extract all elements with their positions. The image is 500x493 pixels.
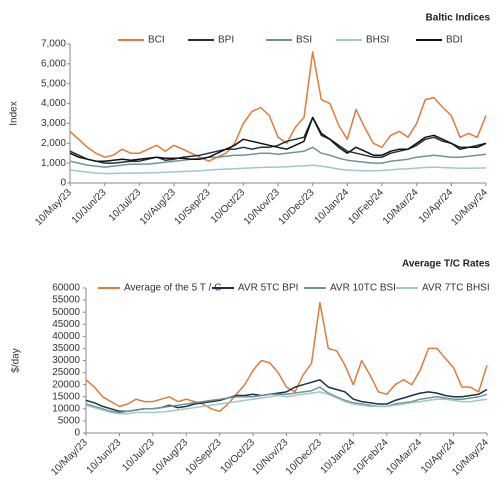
y-tick-label: 40000 bbox=[52, 331, 80, 342]
legend-label: Average of the 5 T / C bbox=[124, 283, 221, 294]
legend-label: BHSI bbox=[366, 35, 389, 46]
x-tick-label: 10/Mar/24 bbox=[381, 187, 421, 227]
series-line bbox=[69, 146, 487, 168]
legend-label: AVR 10TC BSI bbox=[330, 283, 396, 294]
x-tick-label: 10/Aug/23 bbox=[138, 187, 178, 227]
series-line bbox=[85, 379, 488, 413]
y-tick-label: 10000 bbox=[52, 403, 80, 414]
y-tick-label: 3,000 bbox=[41, 118, 66, 129]
y-tick-label: 35000 bbox=[52, 343, 80, 354]
y-tick-label: 1,000 bbox=[41, 158, 66, 169]
x-tick-label: 10/Sep/23 bbox=[184, 437, 224, 477]
y-tick-label: 60000 bbox=[52, 283, 80, 294]
y-tick-label: 55000 bbox=[52, 295, 80, 306]
chart-title: Baltic Indices bbox=[426, 13, 491, 24]
y-tick-label: 2,000 bbox=[41, 138, 66, 149]
series-line bbox=[69, 116, 487, 162]
y-axis-label: Index bbox=[9, 101, 20, 125]
y-tick-label: 0 bbox=[60, 178, 66, 189]
series-line bbox=[69, 116, 487, 164]
series-line bbox=[85, 301, 488, 413]
y-axis-label: $/day bbox=[11, 348, 22, 372]
x-tick-label: 10/Jan/24 bbox=[312, 187, 351, 226]
y-tick-label: 6,000 bbox=[41, 58, 66, 69]
series-line bbox=[69, 164, 487, 175]
y-tick-label: 25000 bbox=[52, 367, 80, 378]
x-tick-label: 10/May/23 bbox=[33, 187, 74, 228]
y-tick-label: 30000 bbox=[52, 355, 80, 366]
series-line bbox=[85, 391, 488, 415]
x-tick-label: 10/Dec/23 bbox=[284, 437, 324, 477]
y-tick-label: 5,000 bbox=[41, 78, 66, 89]
x-tick-label: 10/May/24 bbox=[450, 437, 491, 478]
legend-label: BSI bbox=[296, 35, 312, 46]
x-tick-label: 10/Jun/23 bbox=[70, 187, 109, 226]
y-tick-label: 45000 bbox=[52, 319, 80, 330]
y-tick-label: 0 bbox=[74, 428, 80, 439]
y-tick-label: 15000 bbox=[52, 391, 80, 402]
y-tick-label: 4,000 bbox=[41, 98, 66, 109]
x-tick-label: 10/May/23 bbox=[49, 437, 90, 478]
series-line bbox=[85, 386, 488, 414]
x-tick-label: 10/Sep/23 bbox=[173, 187, 213, 227]
y-tick-label: 7,000 bbox=[41, 39, 66, 50]
legend-label: BDI bbox=[446, 35, 463, 46]
y-tick-label: 5000 bbox=[58, 416, 81, 427]
x-tick-label: 10/May/24 bbox=[449, 187, 490, 228]
legend-label: AVR 5TC BPI bbox=[238, 283, 298, 294]
x-tick-label: 10/Mar/24 bbox=[385, 437, 425, 477]
series-line bbox=[69, 51, 487, 162]
y-tick-label: 20000 bbox=[52, 379, 80, 390]
chart-title: Average T/C Rates bbox=[402, 259, 490, 270]
x-tick-label: 10/Nov/23 bbox=[242, 187, 282, 227]
x-tick-label: 10/Dec/23 bbox=[277, 187, 317, 227]
x-tick-label: 10/Jun/23 bbox=[85, 437, 124, 476]
y-tick-label: 50000 bbox=[52, 307, 80, 318]
legend-label: BCI bbox=[148, 35, 165, 46]
x-tick-label: 10/Feb/24 bbox=[346, 187, 386, 227]
legend-label: BPI bbox=[218, 35, 234, 46]
legend-label: AVR 7TC BHSI bbox=[422, 283, 490, 294]
